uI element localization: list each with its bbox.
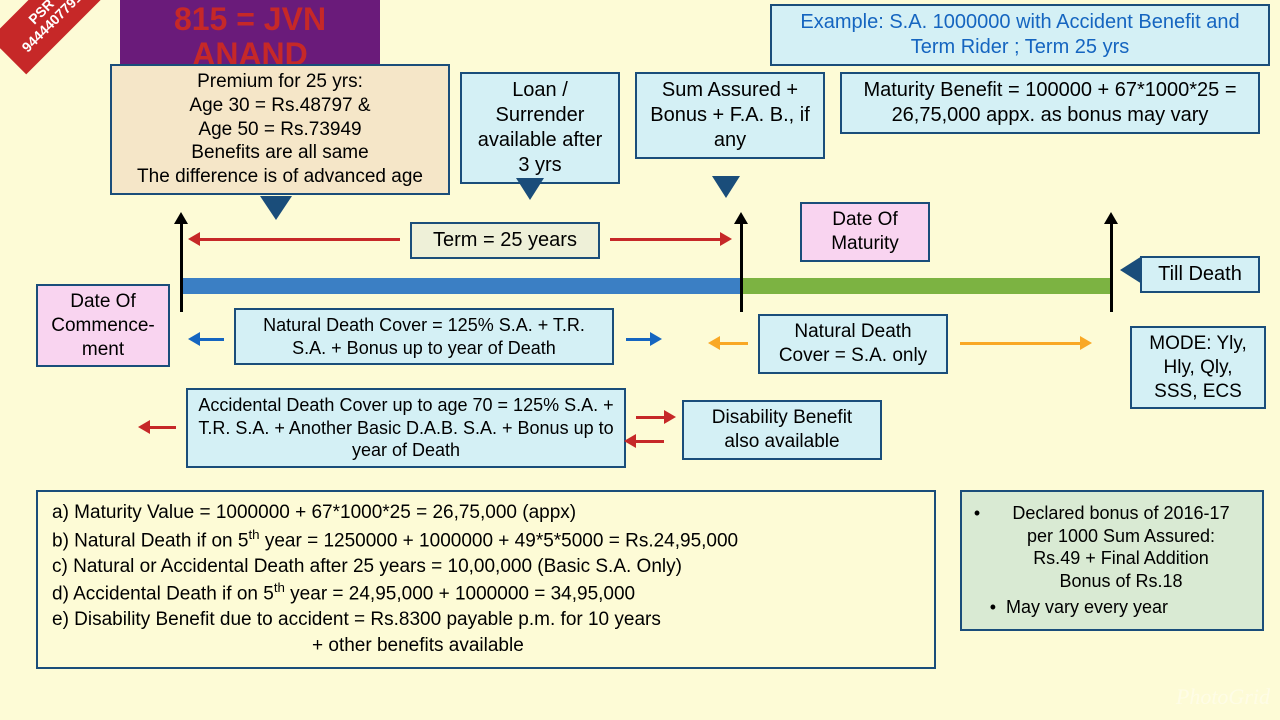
bonus-box: • Declared bonus of 2016-17 per 1000 Sum… [960,490,1264,631]
calc-e2: + other benefits available [52,633,920,659]
accidental-death-box: Accidental Death Cover up to age 70 = 12… [186,388,626,468]
date-of-commencement-box: Date Of Commence-ment [36,284,170,367]
natural-death-term-box: Natural Death Cover = 125% S.A. + T.R. S… [234,308,614,365]
callout-tail-icon [260,196,292,220]
natural-death-after-box: Natural Death Cover = S.A. only [758,314,948,374]
arrow-blue-icon [626,338,650,341]
premium-box: Premium for 25 yrs: Age 30 = Rs.48797 & … [110,64,450,195]
arrow-yellow-icon [960,342,1080,345]
bonus-l2: per 1000 Sum Assured: [986,525,1256,548]
calc-e: e) Disability Benefit due to accident = … [52,607,920,633]
arrow-blue-icon [200,338,224,341]
term-label-box: Term = 25 years [410,222,600,259]
callout-tail-icon [712,176,740,198]
arrow-red-left-icon [200,238,400,241]
calc-c: c) Natural or Accidental Death after 25 … [52,554,920,580]
premium-l4: Benefits are all same [120,141,440,165]
arrow-red-icon [150,426,176,429]
arrow-red-icon [636,440,664,443]
bonus-l4: Bonus of Rs.18 [986,570,1256,593]
premium-l1: Premium for 25 yrs: [120,70,440,94]
calc-d: d) Accidental Death if on 5th year = 24,… [52,579,920,607]
premium-l2: Age 30 = Rs.48797 & [120,94,440,118]
premium-l3: Age 50 = Rs.73949 [120,118,440,142]
premium-l5: The difference is of advanced age [120,165,440,189]
psr-badge: PSR 9444407791 [0,0,104,74]
disability-benefit-box: Disability Benefit also available [682,400,882,460]
timeline-green-bar [740,278,1110,294]
maturity-benefit-box: Maturity Benefit = 100000 + 67*1000*25 =… [840,72,1260,134]
callout-tail-icon [1120,256,1142,284]
watermark: PhotoGrid [1176,684,1270,710]
calc-a: a) Maturity Value = 1000000 + 67*1000*25… [52,500,920,526]
bonus-l1: Declared bonus of 2016-17 [986,502,1256,525]
bonus-l5: May vary every year [1006,596,1256,619]
loan-surrender-box: Loan / Surrender available after 3 yrs [460,72,620,184]
till-death-box: Till Death [1140,256,1260,293]
sum-assured-box: Sum Assured + Bonus + F.A. B., if any [635,72,825,159]
arrow-red-icon [636,416,664,419]
callout-tail-icon [516,178,544,200]
vline-maturity-icon [740,222,743,312]
arrow-yellow-icon [720,342,748,345]
mode-box: MODE: Yly, Hly, Qly, SSS, ECS [1130,326,1266,409]
arrow-red-right-icon [610,238,720,241]
calc-b: b) Natural Death if on 5th year = 125000… [52,526,920,554]
example-box: Example: S.A. 1000000 with Accident Bene… [770,4,1270,66]
date-of-maturity-box: Date Of Maturity [800,202,930,262]
timeline-blue-bar [182,278,740,294]
vline-death-icon [1110,222,1113,312]
bonus-l3: Rs.49 + Final Addition [986,547,1256,570]
calculation-list-box: a) Maturity Value = 1000000 + 67*1000*25… [36,490,936,669]
vline-commencement-icon [180,222,183,312]
